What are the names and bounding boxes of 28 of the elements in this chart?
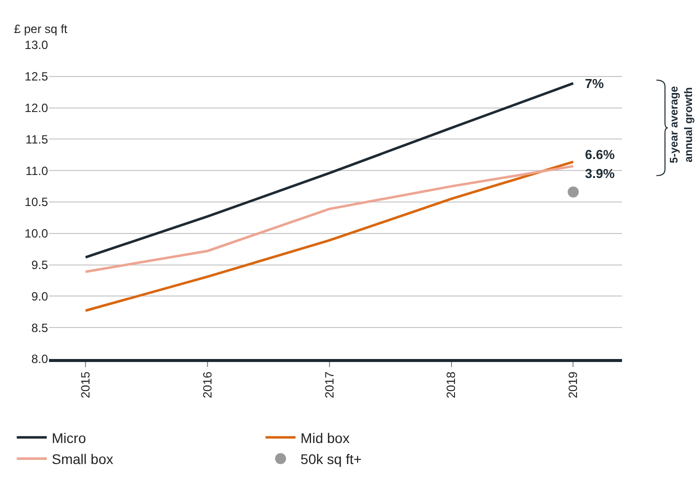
x-tick-label: 2018 (444, 371, 458, 398)
x-tick-label: 2016 (200, 371, 214, 398)
annotation: 3.9% (585, 166, 616, 181)
line-series (84, 82, 574, 259)
annotation: 7% (585, 76, 604, 91)
y-tick-label: 11.5 (26, 132, 48, 146)
y-tick-label: 12.5 (24, 70, 48, 84)
x-tick-label: 2019 (566, 371, 580, 398)
y-tick-label: 11.0 (26, 164, 48, 178)
text: 5-year average annual growth (668, 86, 696, 164)
y-tick-label: 8.5 (31, 320, 48, 335)
y-tick-label: 12.0 (24, 101, 48, 115)
y-tick-label: 8.0 (31, 352, 48, 366)
annotation: 6.6% (585, 147, 616, 162)
y-tick-label: 10.0 (24, 226, 48, 241)
y-tick-label: 13.0 (24, 38, 48, 52)
legend-label: 50k sq ft+ (300, 451, 362, 468)
legend-label: Micro (52, 430, 86, 446)
x-tick-label: 2015 (78, 371, 92, 398)
line-series (84, 164, 574, 273)
legend-label: Small box (52, 451, 114, 468)
legend-label: Mid box (300, 430, 350, 446)
y-tick-label: 9.5 (31, 258, 48, 272)
y-axis-title: £ per sq ft (14, 22, 68, 36)
x-tick-label: 2017 (322, 371, 336, 398)
y-tick-label: 10.5 (24, 195, 48, 210)
y-tick-label: 9.0 (31, 289, 48, 304)
line-series (84, 160, 574, 312)
